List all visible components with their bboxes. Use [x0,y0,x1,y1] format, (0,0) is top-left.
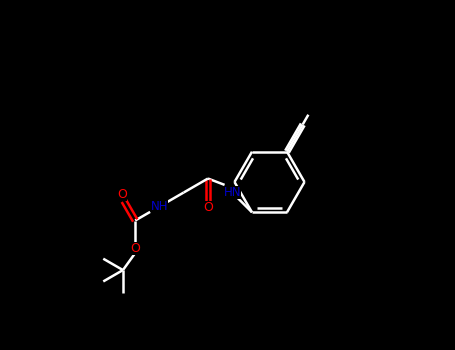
Text: NH: NH [151,200,168,213]
Text: HN: HN [223,186,241,199]
Text: O: O [203,201,213,214]
Text: O: O [130,242,140,256]
Text: O: O [117,188,127,201]
